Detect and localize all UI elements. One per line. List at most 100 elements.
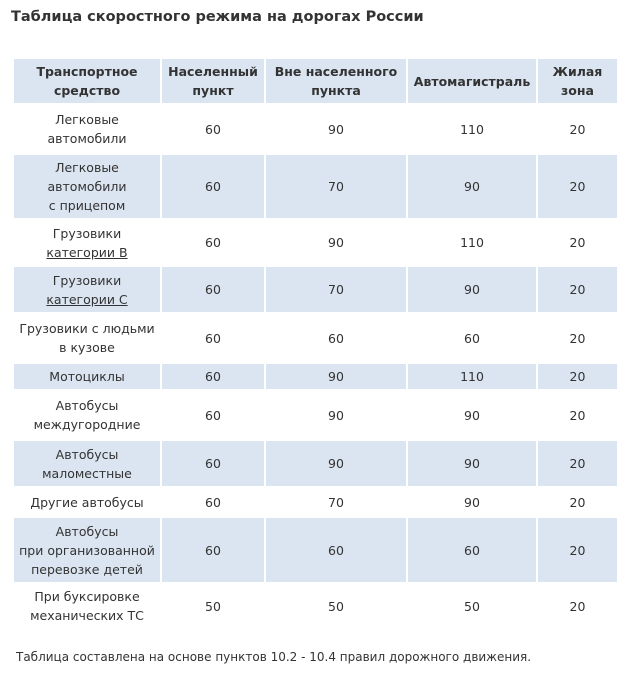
speed-limit-table: Транспортное средство Населенный пункт В…	[12, 57, 619, 630]
speed-city-cell: 60	[162, 220, 264, 265]
speed-outside-cell: 70	[266, 267, 406, 312]
table-row: Автобусы при организованной перевозке дете…	[14, 518, 617, 582]
speed-city-cell: 60	[162, 314, 264, 362]
header-residential-line: зона	[561, 83, 594, 98]
vehicle-name-line: Легковые	[55, 112, 119, 127]
table-row: Автобусы маломестные 60 90 90 20	[14, 441, 617, 486]
speed-outside-cell: 90	[266, 391, 406, 439]
header-outside-line: Вне населенного	[274, 64, 398, 79]
speed-highway-cell: 110	[408, 220, 536, 265]
speed-residential-cell: 20	[538, 105, 617, 153]
speed-highway-cell: 90	[408, 441, 536, 486]
vehicle-name-line: Автобусы	[55, 523, 119, 539]
vehicle-name-line: Автобусы	[55, 446, 119, 462]
vehicle-name-line: механических ТС	[30, 608, 144, 623]
speed-outside-cell: 90	[266, 105, 406, 153]
speed-highway-cell: 110	[408, 364, 536, 389]
vehicle-name-line: Легковые	[55, 160, 119, 175]
speed-city-cell: 60	[162, 391, 264, 439]
vehicle-name-line: автомобили	[47, 131, 127, 146]
speed-outside-cell: 70	[266, 155, 406, 218]
table-row: Грузовики с людьми в кузове 60 60 60 20	[14, 314, 617, 362]
vehicle-name-line: автомобили	[47, 179, 127, 194]
vehicle-cell: При буксировке механических ТС	[14, 584, 160, 628]
speed-highway-cell: 90	[408, 267, 536, 312]
vehicle-category-link[interactable]: категории B	[46, 244, 128, 260]
header-residential-line: Жилая	[552, 64, 603, 79]
speed-residential-cell: 20	[538, 314, 617, 362]
speed-highway-cell: 110	[408, 105, 536, 153]
header-city-line: Населенный	[168, 64, 258, 79]
speed-city-cell: 60	[162, 488, 264, 516]
speed-highway-cell: 90	[408, 488, 536, 516]
page-title: Таблица скоростного режима на дорогах Ро…	[11, 9, 424, 25]
header-outside-city: Вне населенного пункта	[266, 59, 406, 103]
header-residential: Жилая зона	[538, 59, 617, 103]
header-highway: Автомагистраль	[408, 59, 536, 103]
speed-outside-cell: 90	[266, 220, 406, 265]
speed-residential-cell: 20	[538, 267, 617, 312]
speed-residential-cell: 20	[538, 155, 617, 218]
table-row: Другие автобусы 60 70 90 20	[14, 488, 617, 516]
vehicle-name-line: Грузовики	[52, 272, 122, 288]
vehicle-cell: Автобусы междугородние	[14, 391, 160, 439]
speed-outside-cell: 90	[266, 441, 406, 486]
vehicle-name-line: Грузовики	[52, 225, 122, 241]
footnote: Таблица составлена на основе пунктов 10.…	[16, 650, 532, 664]
header-vehicle-line: Транспортное	[36, 64, 138, 79]
header-city: Населенный пункт	[162, 59, 264, 103]
speed-highway-cell: 50	[408, 584, 536, 628]
vehicle-cell: Мотоциклы	[14, 364, 160, 389]
table-row: Легковые автомобили с прицепом 60 70 90 20	[14, 155, 617, 218]
vehicle-name-line: маломестные	[42, 465, 132, 481]
table-row: Легковые автомобили 60 90 110 20	[14, 105, 617, 153]
speed-city-cell: 60	[162, 267, 264, 312]
speed-residential-cell: 20	[538, 220, 617, 265]
speed-city-cell: 50	[162, 584, 264, 628]
speed-city-cell: 60	[162, 364, 264, 389]
table-row: Автобусы междугородние 60 90 90 20	[14, 391, 617, 439]
vehicle-name-line: При буксировке	[34, 589, 140, 604]
speed-residential-cell: 20	[538, 391, 617, 439]
table-row: При буксировке механических ТС 50 50 50 20	[14, 584, 617, 628]
vehicle-name-line: Другие автобусы	[30, 494, 144, 510]
vehicle-cell: Грузовики категории C	[14, 267, 160, 312]
vehicle-category-link[interactable]: категории C	[46, 291, 128, 307]
speed-outside-cell: 70	[266, 488, 406, 516]
vehicle-name-line: с прицепом	[48, 198, 126, 213]
speed-highway-cell: 90	[408, 391, 536, 439]
vehicle-name-line: Автобусы	[55, 398, 119, 413]
vehicle-name-line: Грузовики с людьми	[19, 321, 155, 336]
speed-city-cell: 60	[162, 518, 264, 582]
vehicle-cell: Другие автобусы	[14, 488, 160, 516]
speed-highway-cell: 60	[408, 518, 536, 582]
speed-highway-cell: 60	[408, 314, 536, 362]
table-row: Мотоциклы 60 90 110 20	[14, 364, 617, 389]
speed-outside-cell: 50	[266, 584, 406, 628]
table-row: Грузовики категории C 60 70 90 20	[14, 267, 617, 312]
table-header-row: Транспортное средство Населенный пункт В…	[14, 59, 617, 103]
speed-outside-cell: 60	[266, 518, 406, 582]
vehicle-cell: Автобусы при организованной перевозке дете…	[14, 518, 160, 582]
speed-city-cell: 60	[162, 105, 264, 153]
speed-outside-cell: 90	[266, 364, 406, 389]
vehicle-cell: Автобусы маломестные	[14, 441, 160, 486]
speed-residential-cell: 20	[538, 488, 617, 516]
vehicle-name-line: междугородние	[33, 417, 141, 432]
header-outside-line: пункта	[311, 83, 361, 98]
vehicle-name-line: при организованной	[19, 542, 155, 558]
speed-highway-cell: 90	[408, 155, 536, 218]
speed-residential-cell: 20	[538, 441, 617, 486]
header-highway-line: Автомагистраль	[413, 73, 531, 89]
vehicle-name-line: перевозке детей	[31, 561, 143, 577]
header-vehicle: Транспортное средство	[14, 59, 160, 103]
speed-outside-cell: 60	[266, 314, 406, 362]
speed-city-cell: 60	[162, 441, 264, 486]
speed-city-cell: 60	[162, 155, 264, 218]
speed-residential-cell: 20	[538, 584, 617, 628]
header-vehicle-line: средство	[53, 83, 121, 98]
vehicle-name-line: Мотоциклы	[49, 369, 125, 384]
header-city-line: пункт	[192, 83, 234, 98]
vehicle-cell: Легковые автомобили	[14, 105, 160, 153]
vehicle-cell: Легковые автомобили с прицепом	[14, 155, 160, 218]
